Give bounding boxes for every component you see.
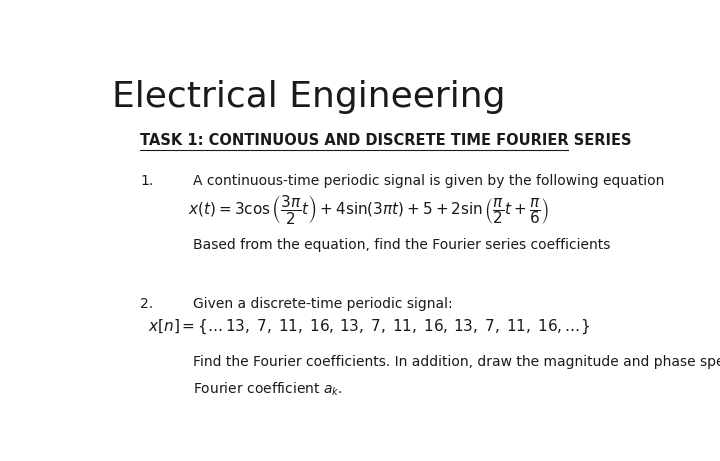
Text: Fourier coefficient $a_k$.: Fourier coefficient $a_k$. — [193, 380, 343, 397]
Text: $x(t) = 3\cos\left(\dfrac{3\pi}{2}t\right) + 4\sin(3\pi t) + 5 + 2\sin\left(\dfr: $x(t) = 3\cos\left(\dfrac{3\pi}{2}t\righ… — [189, 193, 549, 226]
Text: TASK 1: CONTINUOUS AND DISCRETE TIME FOURIER SERIES: TASK 1: CONTINUOUS AND DISCRETE TIME FOU… — [140, 133, 631, 148]
Text: Given a discrete-time periodic signal:: Given a discrete-time periodic signal: — [193, 297, 453, 311]
Text: Find the Fourier coefficients. In addition, draw the magnitude and phase spectru: Find the Fourier coefficients. In additi… — [193, 355, 720, 369]
Text: 1.: 1. — [140, 174, 153, 188]
Text: Electrical Engineering: Electrical Engineering — [112, 80, 506, 114]
Text: A continuous-time periodic signal is given by the following equation: A continuous-time periodic signal is giv… — [193, 174, 665, 188]
Text: 2.: 2. — [140, 297, 153, 311]
Text: $x[n] = \{\ldots\, 13,\; 7,\; 11,\; 16,\, 13,\; 7,\; 11,\; 16,\, 13,\; 7,\; 11,\: $x[n] = \{\ldots\, 13,\; 7,\; 11,\; 16,\… — [148, 318, 590, 336]
Text: Based from the equation, find the Fourier series coefficients: Based from the equation, find the Fourie… — [193, 238, 611, 252]
